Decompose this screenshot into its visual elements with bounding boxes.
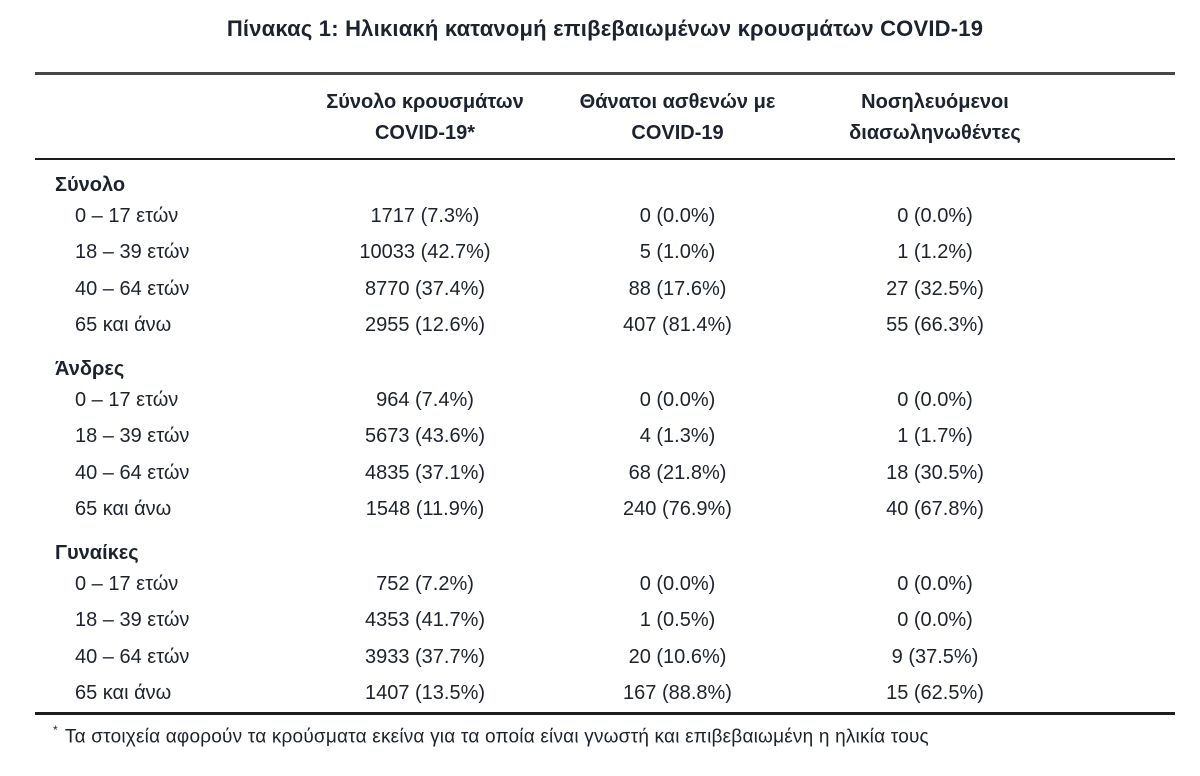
- deaths-value: 68 (21.8%): [628, 461, 727, 484]
- table-row: 65 και άνω 1407 (13.5%) 167 (88.8%) 15 (…: [35, 676, 1175, 713]
- age-group-label: 0 – 17 ετών: [75, 572, 179, 595]
- table-header-row: Σύνολο κρουσμάτων COVID-19* Θάνατοι ασθε…: [35, 72, 1175, 160]
- table-row: 18 – 39 ετών 10033 (42.7%) 5 (1.0%) 1 (1…: [35, 235, 1175, 272]
- header-deaths: Θάνατοι ασθενών με COVID-19: [550, 87, 805, 149]
- cases-value: 3933 (37.7%): [364, 645, 486, 668]
- intubated-value: 1 (1.7%): [897, 425, 973, 448]
- footnote-text: Τα στοιχεία αφορούν τα κρούσματα εκείνα …: [64, 726, 929, 748]
- deaths-value: 167 (88.8%): [623, 682, 732, 705]
- age-group-label: 65 και άνω: [75, 682, 172, 705]
- covid-age-distribution-table: Σύνολο κρουσμάτων COVID-19* Θάνατοι ασθε…: [35, 72, 1175, 750]
- table-row: 65 και άνω 1548 (11.9%) 240 (76.9%) 40 (…: [35, 492, 1175, 529]
- table-row: 40 – 64 ετών 3933 (37.7%) 20 (10.6%) 9 (…: [35, 639, 1175, 676]
- header-intubated: Νοσηλευόμενοι διασωληνωθέντες: [805, 87, 1065, 149]
- intubated-value: 40 (67.8%): [886, 498, 984, 521]
- intubated-value: 0 (0.0%): [897, 572, 973, 595]
- header-deaths-line2: COVID-19: [631, 122, 724, 144]
- age-group-label: 18 – 39 ετών: [75, 241, 190, 264]
- deaths-value: 20 (10.6%): [628, 645, 727, 668]
- header-intubated-line2: διασωληνωθέντες: [849, 122, 1021, 144]
- table-body: Σύνολο 0 – 17 ετών 1717 (7.3%) 0 (0.0%) …: [35, 172, 1175, 715]
- footnote-asterisk: *: [53, 723, 58, 737]
- deaths-value: 0 (0.0%): [639, 572, 716, 595]
- header-total-cases: Σύνολο κρουσμάτων COVID-19*: [300, 87, 550, 149]
- table-title: Πίνακας 1: Ηλικιακή κατανομή επιβεβαιωμέ…: [226, 16, 984, 41]
- table-row: 40 – 64 ετών 8770 (37.4%) 88 (17.6%) 27 …: [35, 271, 1175, 308]
- table-row: 0 – 17 ετών 1717 (7.3%) 0 (0.0%) 0 (0.0%…: [35, 198, 1175, 235]
- cases-value: 1407 (13.5%): [364, 682, 486, 705]
- age-group-label: 18 – 39 ετών: [75, 609, 190, 632]
- deaths-value: 0 (0.0%): [639, 388, 716, 411]
- age-group-label: 0 – 17 ετών: [75, 204, 179, 227]
- cases-value: 964 (7.4%): [376, 388, 474, 411]
- header-total-cases-line1: Σύνολο κρουσμάτων: [326, 91, 524, 113]
- cases-value: 8770 (37.4%): [364, 277, 486, 300]
- table-row: 40 – 64 ετών 4835 (37.1%) 68 (21.8%) 18 …: [35, 455, 1175, 492]
- section-label-women: Γυναίκες: [55, 542, 139, 564]
- deaths-value: 240 (76.9%): [623, 498, 732, 521]
- cases-value: 2955 (12.6%): [364, 314, 486, 337]
- deaths-value: 88 (17.6%): [628, 277, 727, 300]
- deaths-value: 5 (1.0%): [639, 241, 716, 264]
- table-row: 18 – 39 ετών 5673 (43.6%) 4 (1.3%) 1 (1.…: [35, 419, 1175, 456]
- section-label-men: Άνδρες: [55, 358, 125, 380]
- cases-value: 4835 (37.1%): [364, 461, 486, 484]
- header-total-cases-line2: COVID-19*: [374, 122, 476, 144]
- intubated-value: 15 (62.5%): [886, 682, 984, 705]
- intubated-value: 0 (0.0%): [897, 204, 973, 227]
- intubated-value: 1 (1.2%): [897, 241, 973, 264]
- table-row: 18 – 39 ετών 4353 (41.7%) 1 (0.5%) 0 (0.…: [35, 603, 1175, 640]
- cases-value: 4353 (41.7%): [364, 609, 486, 632]
- deaths-value: 1 (0.5%): [639, 609, 716, 632]
- intubated-value: 27 (32.5%): [886, 277, 984, 300]
- header-intubated-line1: Νοσηλευόμενοι: [861, 91, 1009, 113]
- age-group-label: 0 – 17 ετών: [75, 388, 179, 411]
- intubated-value: 18 (30.5%): [886, 461, 984, 484]
- header-deaths-line1: Θάνατοι ασθενών με: [579, 91, 776, 113]
- table-row: 65 και άνω 2955 (12.6%) 407 (81.4%) 55 (…: [35, 308, 1175, 345]
- intubated-value: 0 (0.0%): [897, 609, 973, 632]
- section-label-total: Σύνολο: [55, 174, 126, 196]
- deaths-value: 4 (1.3%): [639, 425, 716, 448]
- cases-value: 1548 (11.9%): [365, 498, 485, 521]
- intubated-value: 9 (37.5%): [891, 645, 979, 668]
- deaths-value: 407 (81.4%): [623, 314, 732, 337]
- cases-value: 1717 (7.3%): [370, 204, 480, 227]
- age-group-label: 40 – 64 ετών: [75, 645, 190, 668]
- intubated-value: 0 (0.0%): [897, 388, 973, 411]
- cases-value: 10033 (42.7%): [359, 241, 491, 264]
- intubated-value: 55 (66.3%): [886, 314, 984, 337]
- age-group-label: 65 και άνω: [75, 314, 172, 337]
- deaths-value: 0 (0.0%): [639, 204, 716, 227]
- age-group-label: 40 – 64 ετών: [75, 277, 190, 300]
- table-row: 0 – 17 ετών 752 (7.2%) 0 (0.0%) 0 (0.0%): [35, 566, 1175, 603]
- table-row: 0 – 17 ετών 964 (7.4%) 0 (0.0%) 0 (0.0%): [35, 382, 1175, 419]
- age-group-label: 18 – 39 ετών: [75, 425, 190, 448]
- cases-value: 5673 (43.6%): [364, 425, 486, 448]
- table-footnote: * Τα στοιχεία αφορούν τα κρούσματα εκείνα…: [35, 718, 1175, 750]
- age-group-label: 40 – 64 ετών: [75, 461, 190, 484]
- age-group-label: 65 και άνω: [75, 498, 172, 521]
- cases-value: 752 (7.2%): [376, 572, 474, 595]
